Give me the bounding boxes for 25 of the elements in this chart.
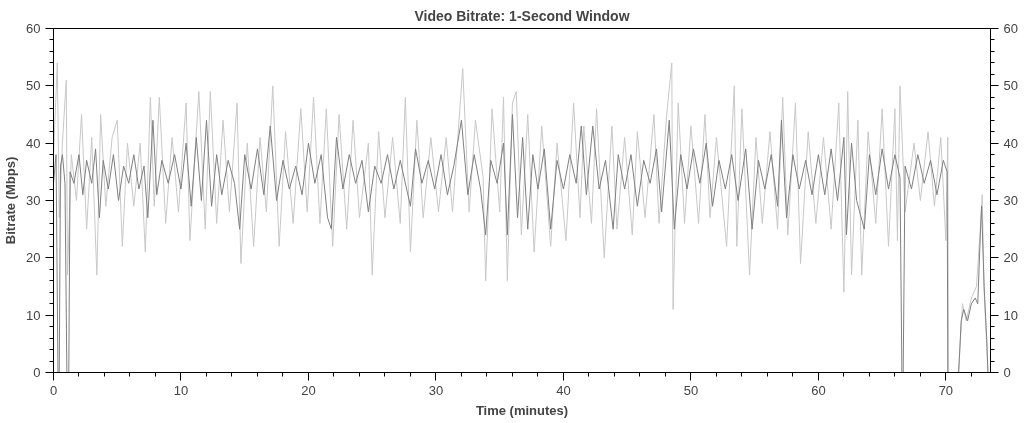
x-axis-title: Time (minutes) <box>475 402 569 418</box>
y2-tick-label: 10 <box>1003 307 1018 323</box>
y2-tick-label: 50 <box>1003 78 1018 94</box>
x-tick-label: 30 <box>428 382 444 398</box>
y2-tick-label: 40 <box>1003 135 1018 151</box>
y-tick-label: 30 <box>26 193 41 208</box>
y-tick-label: 0 <box>33 365 41 380</box>
x-tick-label: 10 <box>173 382 189 398</box>
y2-tick-label: 60 <box>1003 21 1018 36</box>
chart-title: Video Bitrate: 1-Second Window <box>414 7 630 24</box>
x-tick-label: 40 <box>556 382 571 398</box>
y2-tick-label: 30 <box>1003 193 1018 208</box>
y-tick-label: 40 <box>26 135 41 151</box>
y-tick-label: 60 <box>26 21 41 36</box>
x-tick-label: 20 <box>301 382 316 398</box>
y2-tick-label: 0 <box>1003 365 1011 380</box>
y-tick-label: 50 <box>26 78 41 94</box>
x-tick-label: 0 <box>49 382 58 398</box>
y2-tick-label: 20 <box>1003 250 1018 266</box>
x-tick-label: 60 <box>811 382 826 398</box>
x-tick-label: 50 <box>683 382 699 398</box>
y-axis-title: Bitrate (Mbps) <box>3 156 19 245</box>
x-tick-label: 70 <box>938 382 954 398</box>
y-tick-label: 20 <box>26 250 41 266</box>
y-tick-label: 10 <box>26 307 41 323</box>
